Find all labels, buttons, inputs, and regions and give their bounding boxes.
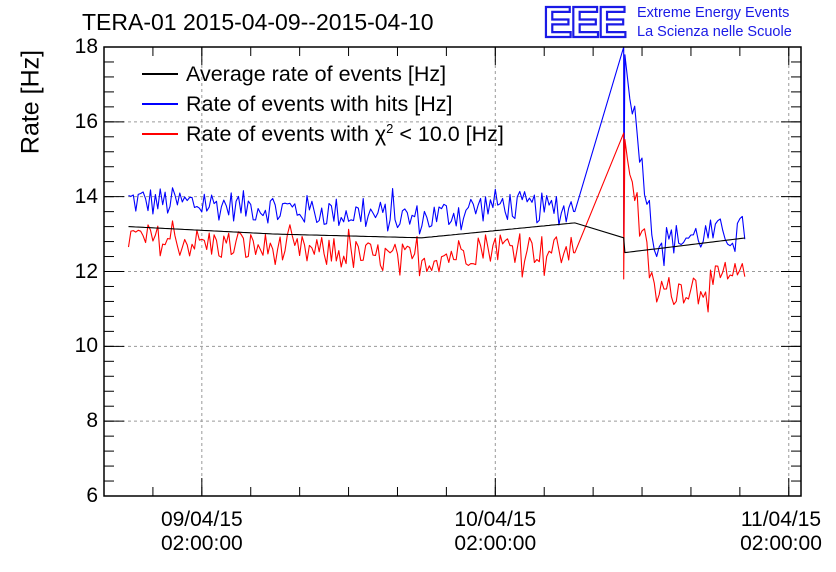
x-tick-time: 02:00:00 (160, 532, 243, 555)
chart-title: TERA-01 2015-04-09--2015-04-10 (82, 9, 434, 35)
x-tick-date: 09/04/15 (160, 508, 243, 531)
logo-line-1: Extreme Energy Events (637, 5, 790, 21)
x-tick-date: 11/04/15 (740, 508, 822, 531)
y-axis-label: Rate [Hz] (16, 49, 45, 155)
logo-line-2: La Scienza nelle Scuole (637, 24, 792, 40)
eee-logo: EEE (542, 0, 628, 47)
x-tick-label: 10/04/15 02:00:00 (440, 508, 550, 556)
x-tick-time: 02:00:00 (454, 532, 537, 555)
legend-item-chi2: Rate of events with χ2 < 10.0 [Hz] (142, 120, 504, 148)
series-lines (127, 46, 746, 313)
y-tick-label: 6 (86, 484, 98, 507)
y-tick-label: 16 (74, 109, 98, 133)
legend-label-chi2: Rate of events with χ2 < 10.0 [Hz] (186, 121, 504, 147)
legend-chi2-suffix: < 10.0 [Hz] (393, 122, 504, 147)
legend-chi2-symbol: χ (374, 122, 387, 147)
series-line-average (128, 222, 745, 254)
plot-frame (103, 46, 802, 497)
y-tick-label: 8 (86, 409, 98, 433)
x-tick-label: 09/04/15 02:00:00 (147, 508, 257, 556)
legend-swatch-hits (142, 103, 178, 105)
legend-chi2-sup: 2 (386, 120, 394, 136)
y-tick-label: 18 (74, 35, 98, 58)
x-tick-date: 10/04/15 (454, 508, 537, 531)
legend-label-hits: Rate of events with hits [Hz] (186, 91, 453, 116)
x-tick-time: 02:00:00 (740, 532, 822, 555)
legend-item-hits: Rate of events with hits [Hz] (142, 90, 452, 118)
legend-label-average: Average rate of events [Hz] (186, 61, 447, 86)
legend-chi2-prefix: Rate of events with (186, 122, 375, 147)
x-tick-label: 11/04/15 02:00:00 (726, 508, 836, 556)
legend-swatch-chi2 (142, 133, 178, 135)
y-tick-label: 12 (74, 259, 98, 283)
series-line-hits (128, 46, 746, 267)
axes (103, 46, 802, 497)
legend-swatch-average (142, 73, 178, 75)
legend-item-average: Average rate of events [Hz] (142, 60, 446, 88)
series-line-chi2 (127, 132, 746, 313)
y-tick-label: 10 (74, 334, 98, 358)
y-tick-label: 14 (74, 184, 98, 208)
